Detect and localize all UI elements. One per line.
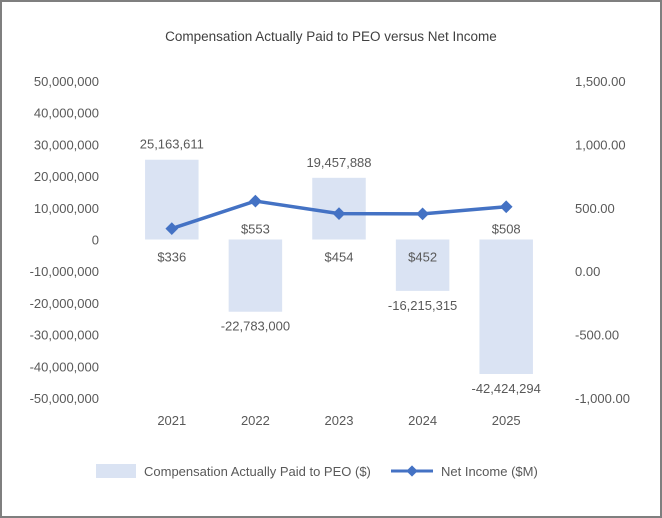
bar-label-2025: -42,424,294 [471,381,540,396]
left-axis-tick: -50,000,000 [30,391,99,406]
left-axis: 50,000,000 40,000,000 30,000,000 20,000,000… [30,74,99,406]
right-axis: 1,500.00 1,000.00 500.00 0.00 -500.00 -1,000.… [575,74,630,406]
bar-data-labels: 25,163,611 -22,783,000 19,457,888 -16,215,3… [140,137,541,396]
left-axis-tick: 0 [92,233,99,248]
bar-label-2024: -16,215,315 [388,298,457,313]
bar-label-2022: -22,783,000 [221,319,290,334]
left-axis-tick: 30,000,000 [34,137,99,152]
right-axis-tick: 0.00 [575,264,600,279]
line-label-2023: $454 [325,250,354,265]
legend-label-compensation: Compensation Actually Paid to PEO ($) [144,464,371,479]
line-label-2022: $553 [241,222,270,237]
left-axis-tick: 10,000,000 [34,201,99,216]
right-axis-tick: 1,500.00 [575,74,626,89]
legend: Compensation Actually Paid to PEO ($) Ne… [96,464,538,479]
bar-label-2023: 19,457,888 [306,155,371,170]
left-axis-tick: 50,000,000 [34,74,99,89]
x-axis-tick-2021: 2021 [157,413,186,428]
left-axis-tick: -20,000,000 [30,296,99,311]
right-axis-tick: -1,000.00 [575,391,630,406]
line-data-labels: $336 $553 $454 $452 $508 [157,222,520,265]
right-axis-tick: 500.00 [575,201,615,216]
x-axis: 2021 2022 2023 2024 2025 [157,413,520,428]
net-income-point-2021 [165,222,179,235]
left-axis-tick: -30,000,000 [30,328,99,343]
bar-label-2021: 25,163,611 [140,137,204,152]
bar-series [145,159,533,374]
net-income-point-2022 [249,194,262,208]
legend-marker-net-income [406,465,418,477]
bar-2025 [479,239,533,374]
x-axis-tick-2025: 2025 [492,413,521,428]
left-axis-tick: -40,000,000 [30,359,99,374]
left-axis-tick: 20,000,000 [34,169,99,184]
bar-2022 [228,239,283,312]
line-label-2024: $452 [408,250,437,265]
net-income-point-2025 [499,200,513,214]
chart-title: Compensation Actually Paid to PEO versus… [165,29,497,44]
line-series [165,194,513,235]
x-axis-tick-2023: 2023 [325,413,354,428]
bar-2024 [395,239,450,291]
net-income-point-2023 [332,207,346,220]
line-label-2021: $336 [157,250,186,265]
left-axis-tick: 40,000,000 [34,106,99,121]
legend-swatch-compensation [96,464,136,478]
net-income-point-2024 [416,207,429,221]
x-axis-tick-2022: 2022 [241,413,270,428]
line-label-2025: $508 [492,222,521,237]
right-axis-tick: 1,000.00 [575,137,626,152]
x-axis-tick-2024: 2024 [408,413,437,428]
right-axis-tick: -500.00 [575,328,619,343]
left-axis-tick: -10,000,000 [30,264,99,279]
legend-label-net-income: Net Income ($M) [441,464,538,479]
